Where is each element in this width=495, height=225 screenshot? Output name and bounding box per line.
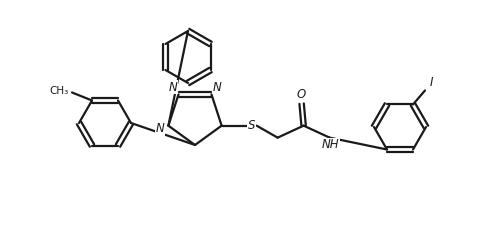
Text: N: N bbox=[155, 122, 164, 135]
Text: N: N bbox=[212, 81, 221, 94]
Text: NH: NH bbox=[322, 138, 340, 151]
Text: CH₃: CH₃ bbox=[50, 86, 69, 97]
Text: O: O bbox=[297, 88, 306, 101]
Text: I: I bbox=[429, 76, 433, 89]
Text: S: S bbox=[248, 119, 255, 132]
Text: N: N bbox=[169, 81, 178, 94]
